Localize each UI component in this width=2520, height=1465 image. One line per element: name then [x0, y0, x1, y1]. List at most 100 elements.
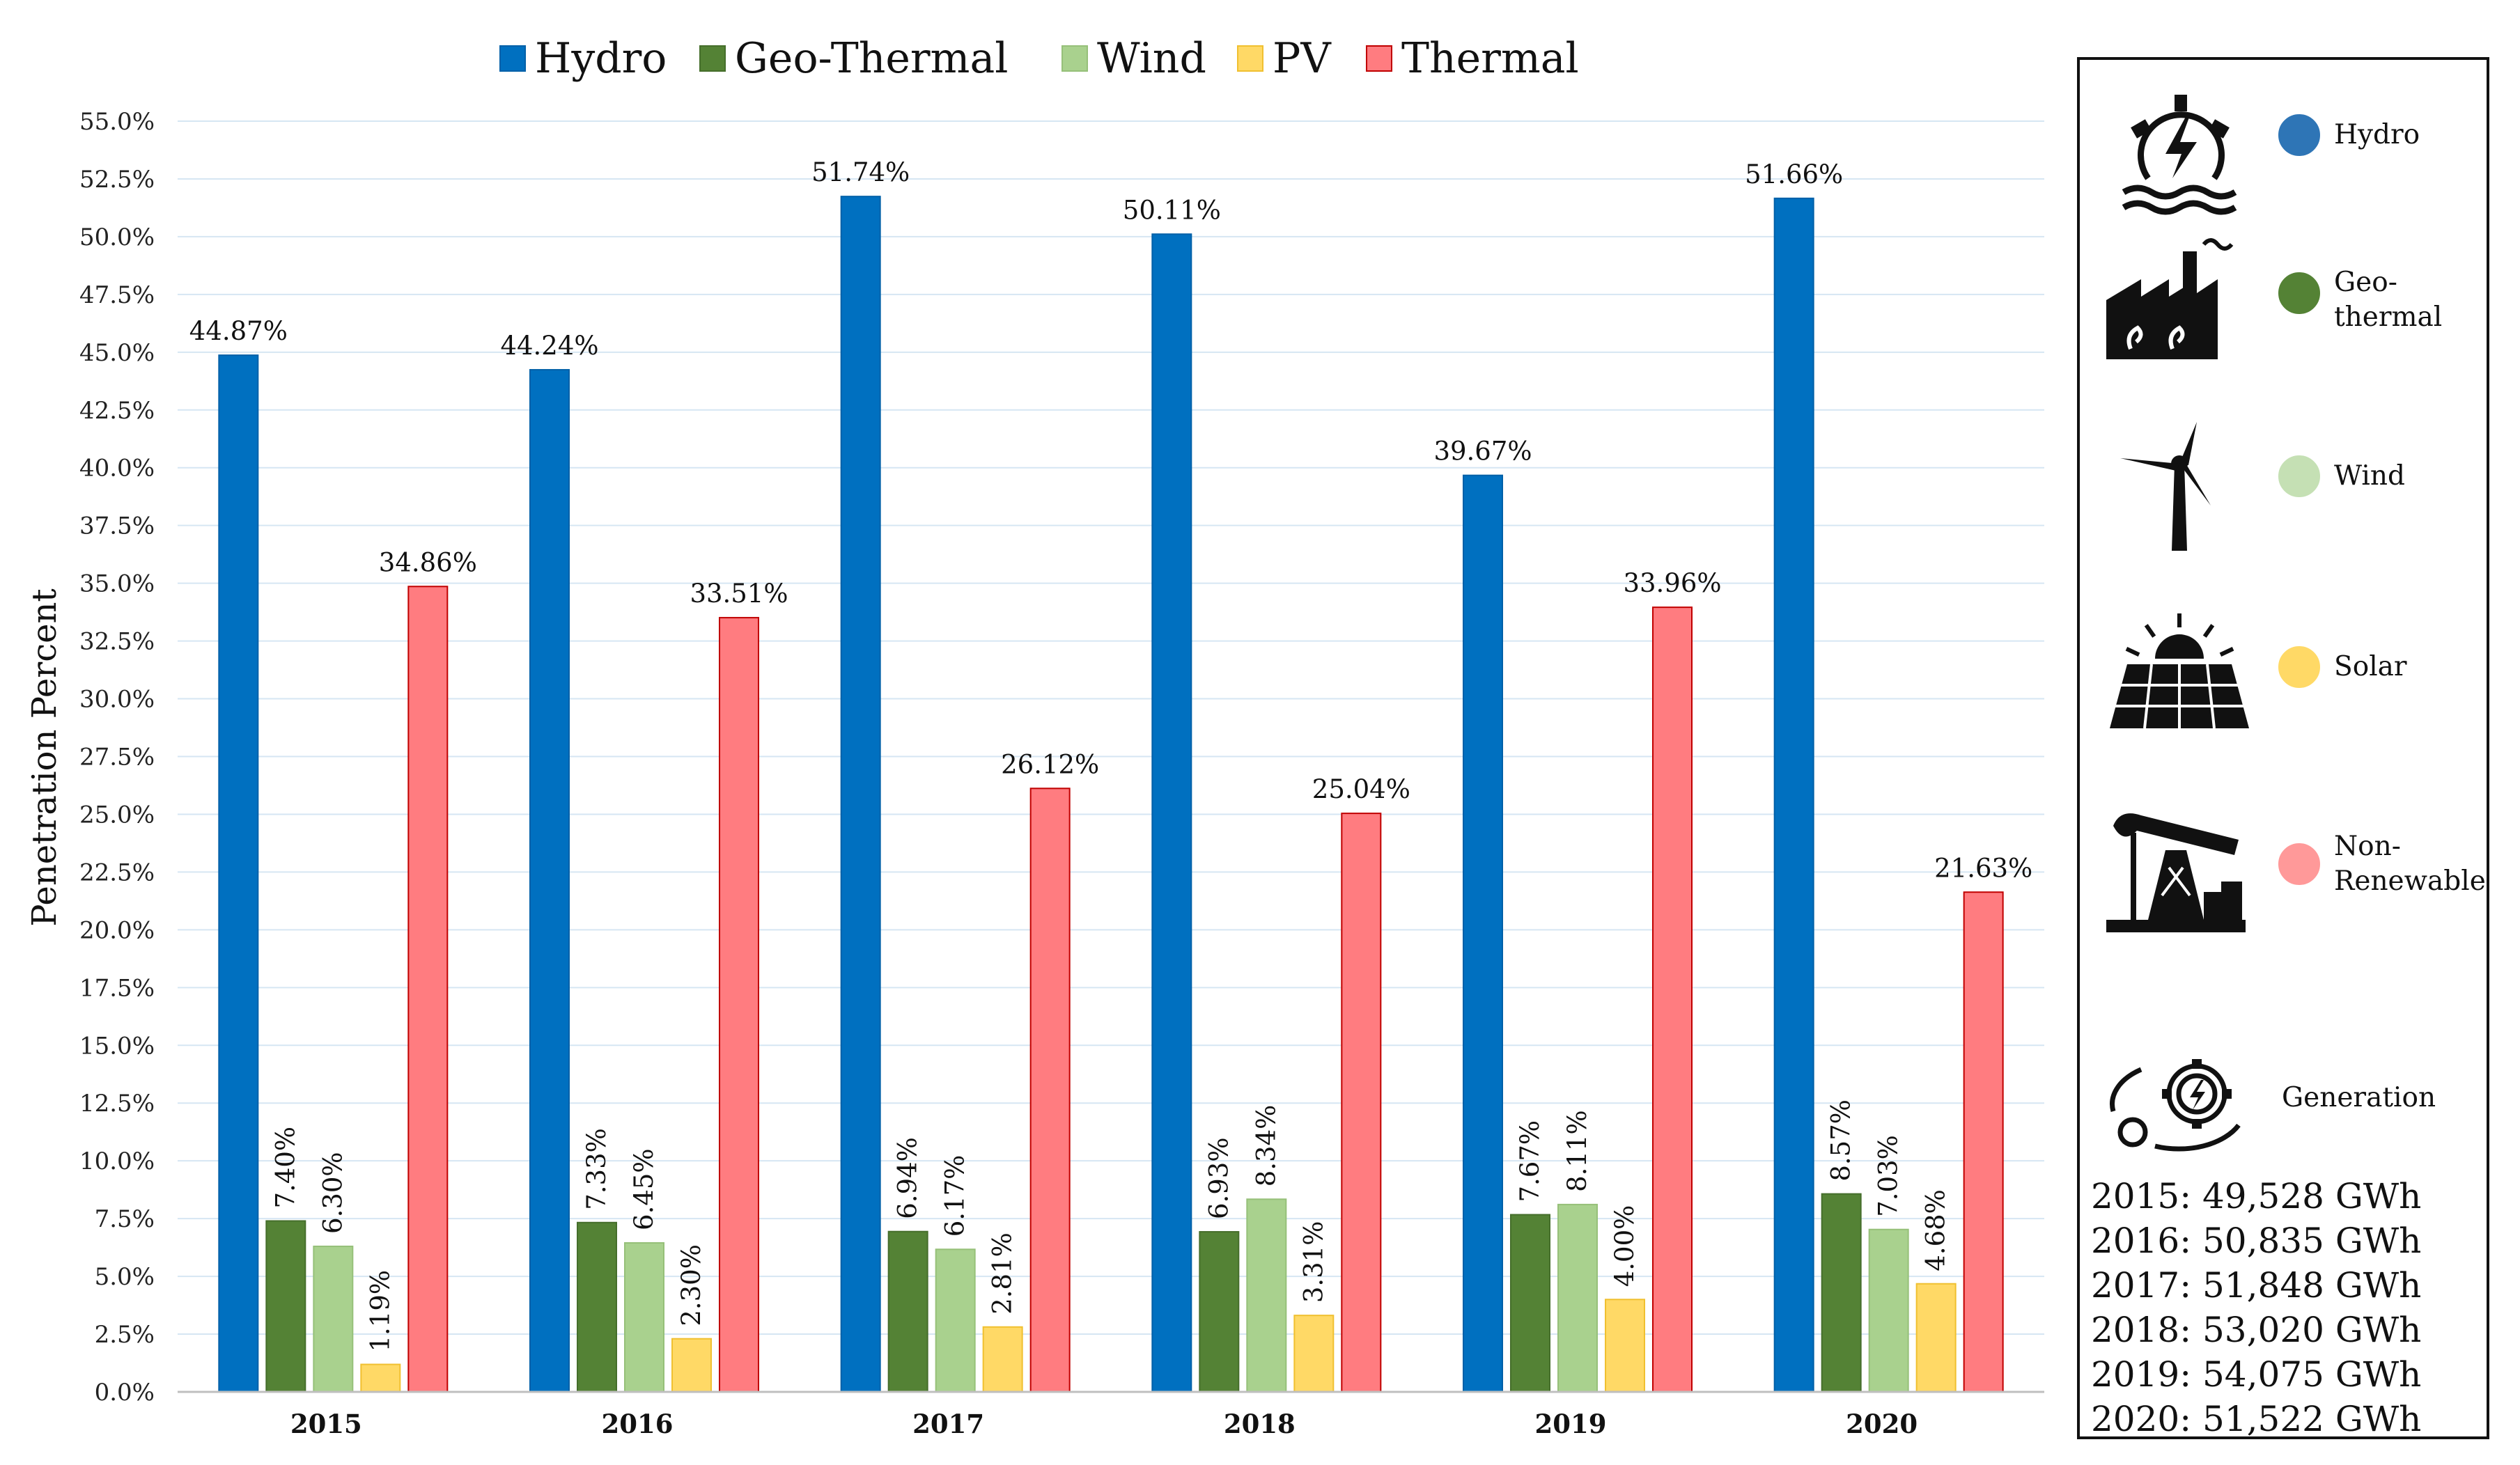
data-label: 44.87% — [189, 316, 288, 346]
y-tick-label: 50.0% — [79, 224, 155, 251]
x-category-label: 2019 — [1535, 1409, 1607, 1439]
bar-hydro — [840, 196, 881, 1393]
data-labels: 44.87% 7.40% 6.30% 1.19% 34.86% 44.24% 7.33% 6.… — [189, 157, 2032, 1352]
bar-hydro — [1151, 233, 1192, 1393]
legend-swatch — [1366, 45, 1392, 72]
data-label: 7.67% — [1515, 1120, 1545, 1202]
hydro-power-icon — [2122, 95, 2237, 215]
generation-entry: 2019: 54,075 GWh — [2091, 1354, 2422, 1395]
y-tick-label: 52.5% — [79, 166, 155, 194]
legend-label-nonrenewable: Non- Renewable — [2334, 831, 2486, 897]
generation-gears-icon — [2110, 1059, 2241, 1152]
y-tick-label: 7.5% — [95, 1205, 155, 1233]
data-label: 4.00% — [1610, 1205, 1640, 1287]
legend-label: Hydro — [535, 34, 667, 83]
bar-pv — [1605, 1299, 1645, 1393]
data-label: 1.19% — [365, 1270, 395, 1352]
bar-geo-thermal — [1510, 1214, 1550, 1393]
y-tick-label: 0.0% — [95, 1379, 155, 1407]
data-label: 26.12% — [1001, 749, 1099, 779]
x-category-label: 2016 — [602, 1409, 674, 1439]
y-tick-label: 30.0% — [79, 686, 155, 714]
data-label: 8.57% — [1826, 1099, 1856, 1182]
bar-pv — [982, 1326, 1023, 1393]
bar-wind — [313, 1245, 354, 1393]
y-tick-label: 47.5% — [79, 281, 155, 309]
generation-list: 2015: 49,528 GWh 2016: 50,835 GWh 2017: … — [2091, 1174, 2421, 1441]
data-label: 6.94% — [893, 1137, 923, 1219]
y-tick-label: 22.5% — [79, 859, 155, 886]
data-label: 34.86% — [379, 547, 477, 577]
bar-pv — [1293, 1315, 1335, 1393]
geothermal-plant-icon — [2106, 238, 2234, 359]
data-label: 39.67% — [1433, 437, 1532, 467]
generation-entry: 2018: 53,020 GWh — [2091, 1310, 2422, 1350]
data-label: 2.81% — [988, 1232, 1018, 1315]
data-label: 7.03% — [1874, 1135, 1904, 1217]
legend-swatch — [1061, 45, 1088, 72]
generation-entry: 2016: 50,835 GWh — [2091, 1221, 2422, 1261]
geothermal-color-dot — [2278, 272, 2320, 314]
legend-label: Thermal — [1401, 34, 1579, 83]
legend-label-wind: Wind — [2334, 460, 2405, 492]
x-category-label: 2017 — [912, 1409, 984, 1439]
bar-pv — [1915, 1283, 1957, 1393]
x-category-label: 2018 — [1224, 1409, 1296, 1439]
bar-hydro — [218, 354, 259, 1393]
bar-hydro — [1463, 474, 1503, 1393]
bar-wind — [624, 1241, 664, 1393]
data-label: 2.30% — [676, 1244, 706, 1326]
gridlines — [178, 120, 2044, 1335]
bar-thermal — [719, 617, 759, 1393]
data-label: 51.74% — [811, 157, 910, 187]
y-tick-label: 5.0% — [95, 1263, 155, 1291]
generation-entry: 2017: 51,848 GWh — [2091, 1265, 2422, 1306]
data-label: 51.66% — [1745, 159, 1843, 189]
x-axis-categories: 2015 2016 2017 2018 2019 2020 — [290, 1409, 1918, 1439]
bar-wind — [1246, 1198, 1287, 1393]
bar-thermal — [1029, 788, 1071, 1393]
y-tick-label: 25.0% — [79, 801, 155, 829]
solar-color-dot — [2278, 646, 2320, 688]
bar-hydro — [529, 369, 570, 1393]
generation-entry: 2015: 49,528 GWh — [2091, 1176, 2422, 1216]
data-label: 6.93% — [1204, 1138, 1234, 1220]
bars — [218, 196, 2004, 1393]
bar-geo-thermal — [1199, 1231, 1240, 1393]
wind-color-dot — [2278, 455, 2320, 497]
data-label: 8.34% — [1251, 1105, 1281, 1187]
data-label: 44.24% — [500, 331, 598, 361]
bar-chart: 0.0% 2.5% 5.0% 7.5% 10.0% 12.5% 15.0% 17.5% 20.0… — [25, 34, 2044, 1439]
legend-label-solar: Solar — [2334, 651, 2407, 682]
legend-label: Geo-Thermal — [735, 34, 1008, 83]
oil-pump-icon — [2106, 813, 2246, 932]
bar-geo-thermal — [265, 1220, 306, 1393]
data-label: 6.30% — [318, 1152, 348, 1234]
bar-thermal — [407, 586, 449, 1393]
hydro-color-dot — [2278, 114, 2320, 156]
y-tick-label: 45.0% — [79, 339, 155, 367]
bar-geo-thermal — [887, 1230, 928, 1393]
y-tick-label: 40.0% — [79, 455, 155, 483]
data-label: 50.11% — [1123, 195, 1221, 225]
bar-hydro — [1773, 197, 1814, 1393]
y-tick-label: 32.5% — [79, 628, 155, 656]
chart-legend: Hydro Geo-Thermal Wind PV Thermal — [499, 34, 1579, 83]
side-legend-panel: Hydro Geo- thermal — [2077, 57, 2489, 1439]
legend-label-hydro: Hydro — [2334, 119, 2420, 150]
y-tick-label: 10.0% — [79, 1147, 155, 1175]
bar-thermal — [1652, 606, 1693, 1393]
data-label: 33.51% — [690, 579, 788, 609]
bar-thermal — [1963, 891, 2004, 1393]
data-label: 25.04% — [1312, 774, 1410, 804]
data-label: 6.45% — [629, 1148, 659, 1230]
legend-label-geothermal: Geo- thermal — [2334, 267, 2443, 333]
data-label: 6.17% — [940, 1155, 970, 1237]
generation-label: Generation — [2282, 1082, 2436, 1113]
bar-thermal — [1341, 813, 1382, 1393]
bar-geo-thermal — [577, 1221, 617, 1393]
bar-wind — [1557, 1203, 1598, 1393]
y-tick-label: 42.5% — [79, 397, 155, 425]
y-axis-ticks: 0.0% 2.5% 5.0% 7.5% 10.0% 12.5% 15.0% 17.5% 20.0… — [79, 108, 155, 1407]
y-tick-label: 17.5% — [79, 974, 155, 1002]
